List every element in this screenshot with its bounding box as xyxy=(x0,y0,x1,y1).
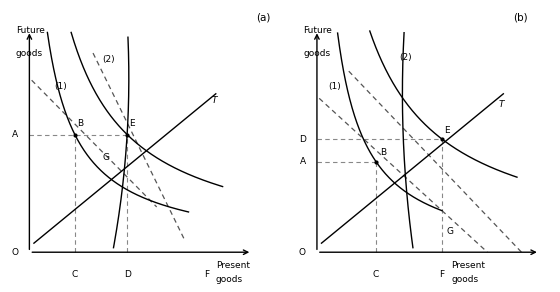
Text: (a): (a) xyxy=(256,13,270,22)
Text: Future: Future xyxy=(16,26,45,35)
Text: B: B xyxy=(381,148,387,157)
Text: E: E xyxy=(129,119,135,128)
Text: E: E xyxy=(444,126,450,135)
Text: goods: goods xyxy=(16,48,43,58)
Text: goods: goods xyxy=(304,48,330,58)
Text: T: T xyxy=(211,96,217,105)
Text: O: O xyxy=(298,248,306,257)
Text: goods: goods xyxy=(451,275,478,284)
Text: G: G xyxy=(446,227,454,237)
Text: C: C xyxy=(72,270,78,279)
Text: G: G xyxy=(102,153,109,162)
Text: O: O xyxy=(11,248,18,257)
Text: Present: Present xyxy=(451,261,485,270)
Text: F: F xyxy=(440,270,445,279)
Text: (1): (1) xyxy=(54,82,67,91)
Text: A: A xyxy=(12,130,18,139)
Text: T: T xyxy=(499,100,505,110)
Text: D: D xyxy=(298,135,306,144)
Text: C: C xyxy=(373,270,379,279)
Text: goods: goods xyxy=(216,275,243,284)
Text: D: D xyxy=(124,270,130,279)
Text: B: B xyxy=(77,119,83,128)
Text: (1): (1) xyxy=(328,82,341,91)
Text: F: F xyxy=(204,270,209,279)
Text: Future: Future xyxy=(304,26,332,35)
Text: (2): (2) xyxy=(102,55,115,64)
Text: Present: Present xyxy=(216,261,250,270)
Text: (2): (2) xyxy=(399,53,412,62)
Text: A: A xyxy=(300,157,306,166)
Text: (b): (b) xyxy=(514,13,528,22)
